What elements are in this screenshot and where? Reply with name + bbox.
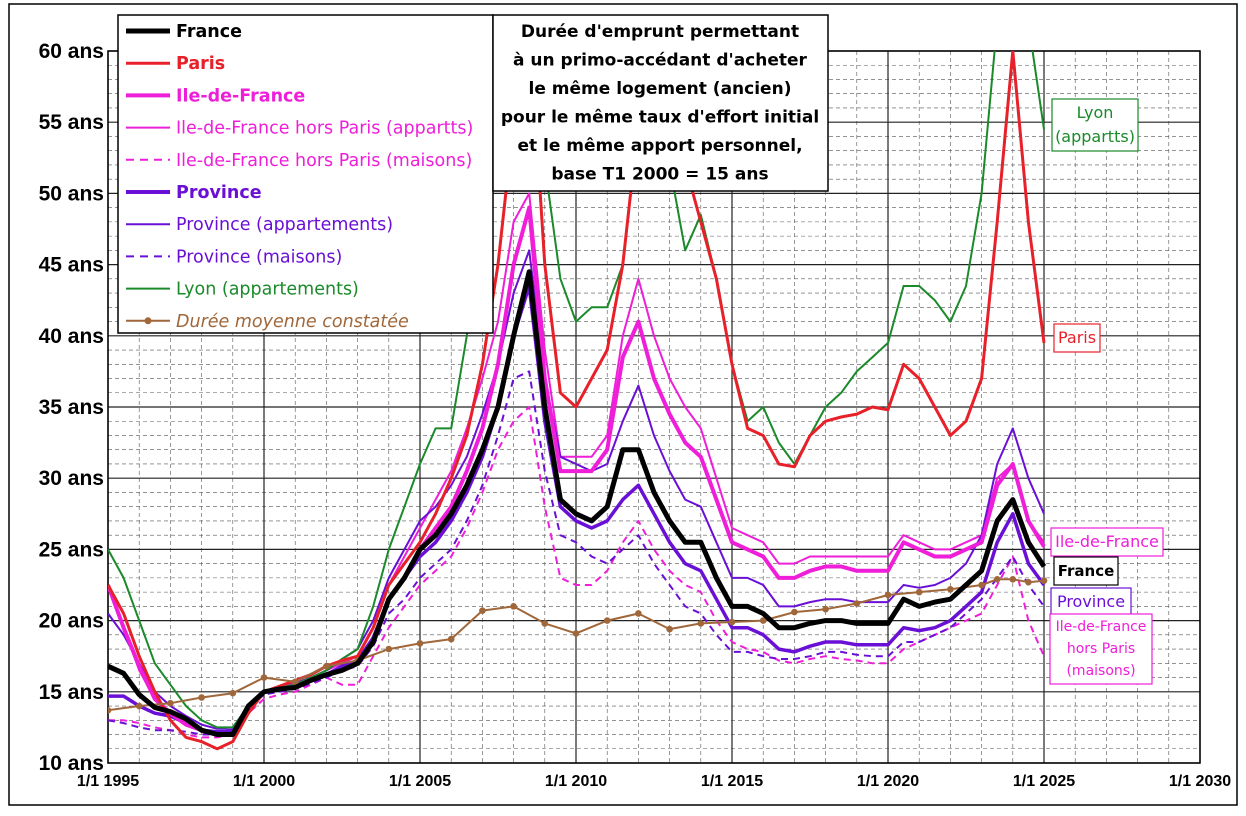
- callout-text: Province: [1057, 592, 1125, 611]
- series-layer: [108, 51, 1048, 751]
- series-marker: [791, 608, 798, 616]
- legend-label: Province (appartements): [176, 215, 393, 235]
- callout-box: [1050, 587, 1132, 617]
- series-marker: [728, 618, 736, 626]
- series-marker: [510, 603, 517, 610]
- series-marker: [947, 585, 954, 593]
- y-tick-label: 10 ans: [39, 752, 104, 775]
- y-tick-label: 20 ans: [39, 610, 104, 633]
- series-marker: [479, 607, 486, 614]
- y-tick-label: 45 ans: [39, 254, 104, 277]
- callout-text: (maisons): [1066, 663, 1135, 679]
- series-marker: [853, 600, 861, 607]
- legend-label: Paris: [176, 54, 225, 74]
- x-tick-label: 1/1 2010: [545, 773, 607, 790]
- series-marker: [323, 662, 330, 670]
- y-tick-label: 50 ans: [39, 182, 104, 205]
- callout-box: [1053, 323, 1101, 353]
- series-marker: [229, 689, 237, 697]
- axis-labels: 10 ans 15 ans 20 ans 25 ans 30 ans 35 ans 40 a…: [39, 40, 1232, 790]
- legend-label: Province (maisons): [176, 247, 342, 267]
- series-marker: [1040, 577, 1048, 585]
- callout-box: [1051, 98, 1139, 152]
- series-marker: [572, 630, 580, 637]
- series-marker: [635, 610, 642, 617]
- series-marker: [135, 702, 143, 710]
- series-callouts: Lyon (appartts) Paris Ile-de-France France Pr…: [1049, 98, 1164, 685]
- callout-box: [1049, 613, 1153, 685]
- y-tick-label: 35 ans: [39, 396, 104, 419]
- callout-text: Ile-de-France: [1056, 619, 1147, 635]
- callout-box: [1053, 556, 1119, 586]
- legend-label: Ile-de-France hors Paris (maisons): [176, 151, 472, 171]
- legend-label: Ile-de-France: [176, 86, 305, 106]
- series-marker: [759, 617, 767, 624]
- legend-label: Province: [176, 183, 262, 203]
- series-line-7: [108, 370, 1045, 736]
- series-marker: [978, 581, 985, 589]
- x-tick-label: 1/1 2020: [857, 773, 919, 790]
- y-tick-label: 30 ans: [39, 467, 104, 490]
- series-marker: [822, 605, 829, 613]
- callout-text: Lyon: [1077, 103, 1114, 122]
- series-marker: [291, 678, 299, 686]
- callout-text: France: [1058, 562, 1115, 580]
- legend-label: France: [176, 22, 242, 42]
- x-tick-label: 1/1 2000: [233, 773, 295, 790]
- x-tick-label: 1/1 2030: [1169, 773, 1231, 790]
- series-marker: [915, 588, 923, 596]
- callout-text: hors Paris: [1067, 641, 1135, 657]
- legend-marker: [144, 317, 152, 325]
- x-tick-label: 1/1 1995: [77, 773, 139, 790]
- y-tick-label: 15 ans: [39, 681, 104, 704]
- series-marker: [697, 620, 705, 627]
- x-tick-label: 1/1 2015: [701, 773, 763, 790]
- x-tick-label: 1/1 2005: [389, 773, 451, 790]
- y-tick-label: 40 ans: [39, 325, 104, 348]
- y-tick-label: 25 ans: [39, 538, 104, 561]
- series-marker: [198, 694, 205, 701]
- annotation-line: à un primo-accédant d'acheter: [513, 51, 807, 71]
- series-marker: [603, 617, 611, 624]
- legend-label: Lyon (appartements): [176, 280, 359, 300]
- series-line-4: [108, 406, 1045, 739]
- callout-box: [1050, 527, 1164, 557]
- legend: France Paris Ile-de-France Ile-de-France ho…: [117, 14, 494, 334]
- annotation-rect: [492, 14, 829, 192]
- series-marker: [167, 699, 174, 707]
- callout-text: (appartts): [1055, 127, 1135, 146]
- callout-text: Paris: [1058, 328, 1096, 347]
- x-tick-label: 1/1 2025: [1013, 773, 1075, 790]
- series-line-0: [108, 269, 1047, 737]
- legend-label: Ile-de-France hors Paris (appartts): [176, 119, 473, 139]
- legend-box: [117, 14, 494, 334]
- annotation-line: le même logement (ancien): [529, 79, 792, 99]
- annotation-box: Durée d'emprunt permettant à un primo-acc…: [492, 14, 829, 192]
- series-marker: [1025, 578, 1032, 586]
- series-marker: [447, 635, 455, 643]
- series-marker: [993, 576, 1001, 583]
- series-marker: [108, 707, 112, 714]
- annotation-line: Durée d'emprunt permettant: [521, 22, 799, 42]
- annotation-line: base T1 2000 = 15 ans: [551, 165, 768, 185]
- annotation-line: et le même apport personnel,: [517, 136, 802, 156]
- series-marker: [1009, 576, 1017, 583]
- legend-label: Durée moyenne constatée: [176, 312, 409, 332]
- callout-text: Ile-de-France: [1055, 532, 1159, 551]
- series-marker: [385, 645, 393, 653]
- y-tick-label: 60 ans: [39, 40, 104, 63]
- series-marker: [541, 620, 549, 627]
- series-marker: [260, 674, 268, 681]
- series-marker: [884, 591, 892, 599]
- annotation-line: pour le même taux d'effort initial: [501, 108, 819, 128]
- y-tick-label: 55 ans: [39, 111, 104, 134]
- series-marker: [416, 640, 424, 647]
- series-marker: [666, 625, 673, 633]
